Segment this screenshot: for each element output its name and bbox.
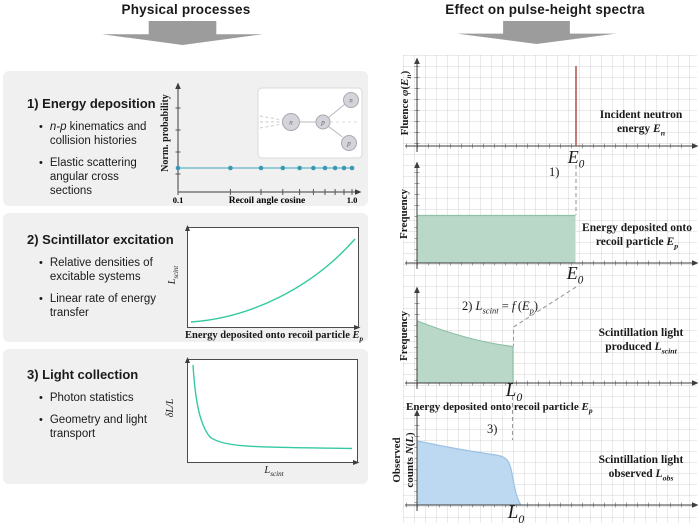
y-axis-label: Observed counts N(L)	[391, 432, 416, 488]
x-axis-label: Lscint	[264, 465, 284, 479]
dashed-connector-2	[512, 286, 577, 346]
axis-annotation: Energy deposited onto recoil particle Ep	[582, 222, 692, 251]
x-axis-arrow-icon	[692, 502, 699, 508]
y-axis-label: Frequency	[398, 311, 410, 361]
incoming-trail-icon	[259, 115, 283, 129]
list-item: • Geometry and light transport	[39, 414, 148, 440]
particle-label: p	[346, 140, 351, 148]
light-vs-energy-plot	[185, 225, 361, 330]
x-axis-arrow-icon	[692, 143, 699, 149]
panel-title: 3) Light collection	[27, 367, 139, 382]
down-arrow-icon	[457, 21, 616, 44]
x-ticks	[177, 189, 353, 195]
y-ticks	[175, 107, 181, 175]
axis-annotation: Incident neutron energy En	[599, 109, 683, 138]
axis-annotation: Scintillation light observed Lobs	[598, 454, 684, 483]
panel-title: 2) Scintillator excitation	[27, 232, 174, 247]
x-tick-E0: E0	[566, 263, 584, 287]
axis-annotation: Scintillation light produced Lscint	[598, 327, 684, 356]
bullet-icon: •	[39, 414, 43, 426]
particle-label: p	[320, 119, 325, 127]
panel-energy-deposition: 1) Energy deposition • n-p kinematics and…	[3, 71, 368, 206]
bullet-icon: •	[39, 293, 43, 305]
bullet-icon: •	[39, 257, 43, 269]
neutron-incoming-node	[282, 113, 300, 131]
step-label-1: 1)	[549, 165, 560, 179]
y-axis-arrow-icon	[414, 286, 420, 293]
y-axis-arrow-icon	[414, 409, 420, 416]
distribution-edge	[417, 320, 514, 383]
x-axis-label: Energy deposited onto recoil particle Ep	[185, 330, 364, 344]
panel-bullets: • Relative densities of excitable systems…	[39, 256, 171, 328]
x-axis-arrow-icon	[355, 189, 362, 195]
y-axis-label: Frequency	[398, 189, 410, 239]
y-axis-label: Lscint	[167, 265, 180, 285]
y-axis-arrow-icon	[414, 161, 420, 168]
bullet-icon: •	[39, 157, 43, 169]
y-axis-label: Fluence φ(En)	[399, 70, 414, 136]
light-distribution-area	[417, 321, 513, 383]
x-tick-L0: L0	[507, 502, 525, 525]
bullet-icon: •	[39, 392, 43, 404]
scatter-tracks	[328, 104, 345, 138]
y-axis-arrow-icon	[185, 357, 190, 363]
recoil-angle-plot: n p n p 0.1 1.0 Recoil angle cosine	[173, 82, 363, 206]
x-tick-E0: E0	[567, 147, 585, 171]
y-axis-arrow-icon	[175, 82, 181, 89]
list-item: • n-p kinematics and collision histories	[39, 121, 147, 147]
recoil-proton-node	[341, 135, 357, 151]
particle-label: n	[349, 97, 353, 105]
distribution-edge	[417, 440, 522, 506]
x-tick-label-max: 1.0	[347, 195, 358, 205]
inset-box	[257, 87, 363, 159]
bullet-icon: •	[39, 121, 43, 133]
y-axis-arrow-icon	[185, 225, 190, 231]
list-item: • Photon statistics	[39, 392, 134, 404]
x-axis-arrow-icon	[353, 460, 360, 465]
header-effect-on-spectra: Effect on pulse-height spectra	[445, 2, 645, 17]
step-label-3: 3)	[487, 422, 498, 436]
x-axis-arrow-icon	[692, 380, 699, 386]
particle-label: n	[289, 119, 293, 127]
resolution-plot	[185, 357, 360, 465]
panel-bullets: • Photon statistics • Geometry and light t…	[39, 391, 167, 449]
grid-background	[403, 55, 697, 523]
list-item: • Relative densities of excitable systems	[39, 257, 153, 283]
list-item: • Linear rate of energy transfer	[39, 293, 156, 319]
x-tick-label-min: 0.1	[173, 195, 184, 205]
down-arrow-icon	[102, 21, 263, 45]
x-axis-arrow-icon	[692, 260, 699, 266]
panel-bullets: • n-p kinematics and collision histories …	[39, 120, 155, 206]
nonlinear-light-yield-curve	[190, 238, 356, 323]
header-physical-processes: Physical processes	[121, 2, 251, 17]
pulse-height-spectra	[405, 57, 699, 511]
step-label-2: 2) Lscint = f (Ep)	[462, 299, 539, 316]
y-axis-label: δL/L	[165, 398, 176, 418]
panel-light-collection: 3) Light collection • Photon statistics •…	[3, 349, 368, 484]
observed-spectrum-area	[417, 441, 521, 505]
panel-scintillator-excitation: 2) Scintillator excitation • Relative den…	[3, 213, 368, 344]
plot-frame	[187, 227, 359, 328]
scattered-neutron-node	[343, 92, 359, 108]
x-axis-label: Recoil angle cosine	[229, 196, 306, 206]
scattering-inset: n p n p	[257, 87, 363, 159]
data-markers	[175, 165, 355, 171]
uniform-distribution-area	[417, 215, 576, 263]
target-proton-node	[315, 114, 331, 130]
resolution-curve	[192, 364, 353, 450]
list-item: • Elastic scattering angular cross sectio…	[39, 157, 137, 197]
footer-axis-label: Energy deposited onto recoil particle Ep	[406, 401, 593, 416]
y-axis-arrow-icon	[414, 57, 420, 64]
panel-title: 1) Energy deposition	[27, 96, 156, 111]
x-tick-L0: L0	[505, 380, 523, 404]
x-axis-arrow-icon	[354, 325, 361, 330]
plot-frame	[187, 359, 358, 463]
